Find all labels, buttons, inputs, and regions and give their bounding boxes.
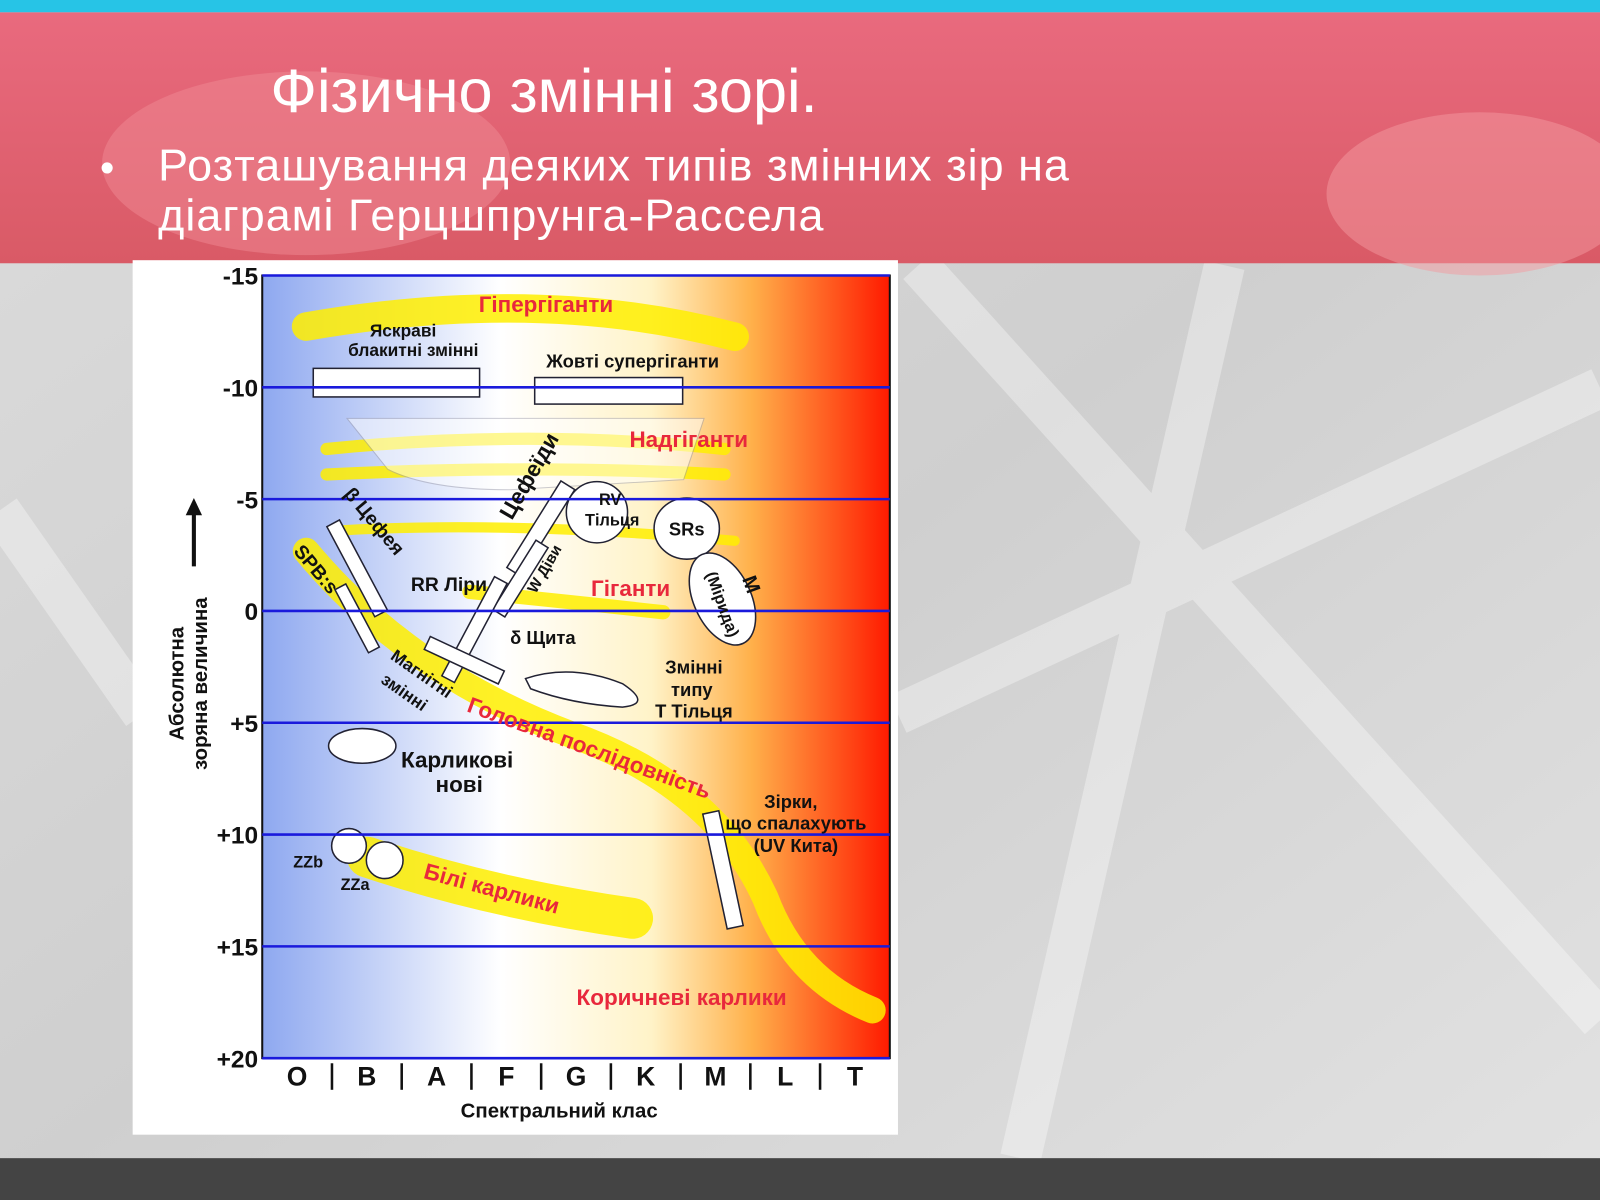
region-label: Гіпергіганти [479,292,613,317]
bottom-bar [0,1158,1600,1200]
x-tick-label: K [636,1062,655,1092]
region-label: δ Щита [510,627,576,648]
x-tick-label: G [566,1062,587,1092]
region-label: RR Ліри [411,574,487,596]
x-tick-label: L [777,1062,793,1092]
region-label: Т Тільця [655,700,733,721]
y-axis-label: Абсолютна [167,626,189,740]
cloud [102,71,511,256]
y-tick-label: 0 [245,599,259,626]
region-label: SRs [669,519,705,540]
decor [0,251,1600,1163]
region-label: Надгіганти [629,427,748,452]
region-label: Тільця [585,512,639,530]
region-label: M [737,573,763,596]
region-label: нові [436,772,483,797]
region-label: ZZb [293,853,323,871]
y-tick-label: +10 [217,823,259,850]
hr-diagram: -15 -10 -5 0 +5 +10 +15 +20 O B A F G K M L T Спектральни… [132,260,898,1135]
region-label: типу [671,679,713,700]
y-tick-label: +5 [230,711,258,738]
x-tick-label: M [704,1062,726,1092]
region-label: Гіганти [591,576,670,601]
bullet-dot: • [100,145,114,191]
region-label: RV [599,491,621,509]
region-label: Змінні [665,656,722,677]
y-tick-label: +15 [217,935,259,962]
y-tick-label: +20 [217,1046,259,1073]
y-axis-label: зоряна величина [190,597,212,770]
supergiant-zone [345,417,705,491]
region-label: Жовті супергіганти [545,350,719,371]
bullet-text: діаграмі Герцшпрунга-Рассела [158,190,824,241]
region-label: Яскраві [370,321,436,341]
y-tick-label: -5 [236,487,258,514]
y-tick-label: -15 [223,264,258,291]
y-tick-label: -10 [223,376,258,403]
region-label: що спалахують [725,813,866,834]
region-label: (UV Кита) [754,835,839,856]
regions [312,367,757,930]
x-tick-label: T [847,1062,863,1092]
region-label: блакитні змінні [348,340,478,360]
top-bar [0,0,1600,13]
region-label: Коричневі карлики [577,985,787,1010]
y-axis-arrow-head [185,497,203,516]
x-tick-label: F [498,1062,514,1092]
x-tick-label: B [357,1062,376,1092]
x-axis-label: Спектральний клас [461,1100,658,1122]
x-tick-label: A [427,1062,446,1092]
region-label: ZZa [341,876,371,894]
x-tick-label: O [287,1062,308,1092]
slide-title: Фізично змінні зорі. [270,57,817,125]
region-label: Зірки, [764,791,817,812]
region-label: Карликові [401,747,513,772]
cloud [1326,112,1600,276]
bullet-text: Розташування деяких типів змінних зір на [158,140,1070,191]
